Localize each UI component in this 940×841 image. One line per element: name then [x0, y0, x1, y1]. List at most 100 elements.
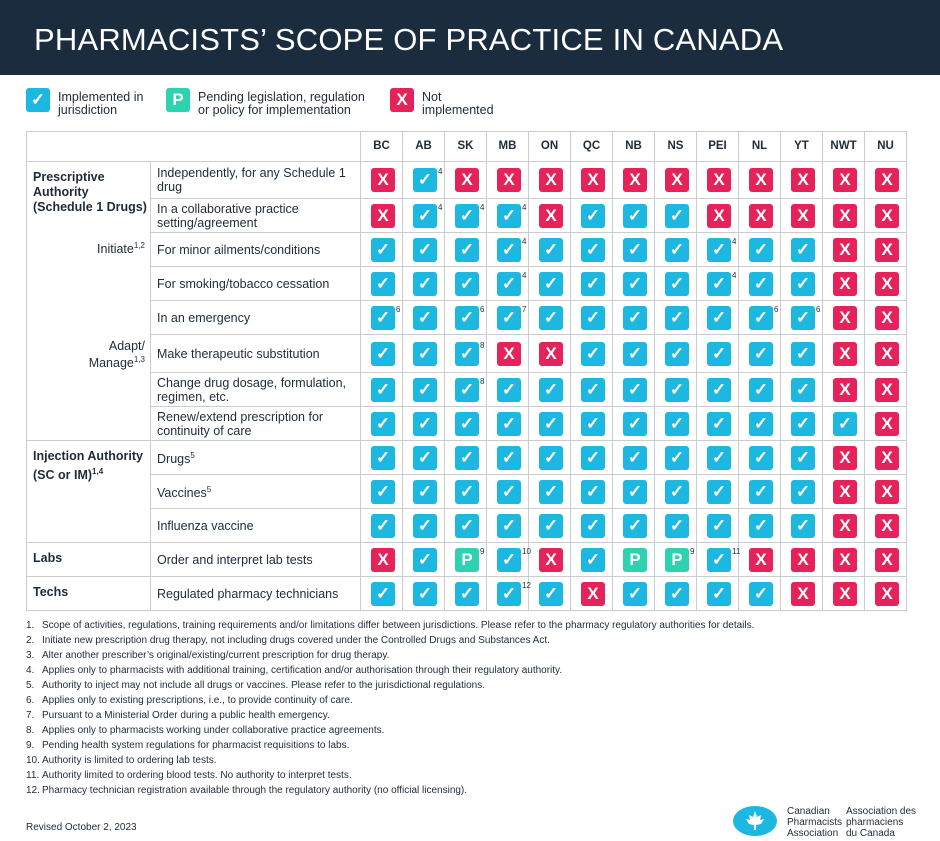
x-icon: X	[371, 204, 395, 228]
status-cell: ✓	[361, 475, 403, 509]
status-cell: X	[361, 199, 403, 233]
status-cell: ✓	[781, 267, 823, 301]
status-cell: X	[823, 199, 865, 233]
status-cell: ✓	[697, 335, 739, 373]
status-cell: X	[571, 162, 613, 199]
status-cell: ✓	[403, 373, 445, 407]
footnote-text: Alter another prescriber’s original/exis…	[42, 650, 390, 661]
check-icon: ✓	[26, 88, 50, 112]
check-icon: ✓	[371, 342, 395, 366]
status-cell: ✓	[655, 577, 697, 611]
check-icon: ✓	[665, 238, 689, 262]
status-cell: ✓	[487, 441, 529, 475]
check-icon: ✓	[371, 238, 395, 262]
status-cell: ✓	[781, 335, 823, 373]
status-cell: ✓	[655, 509, 697, 543]
check-icon: ✓	[791, 378, 815, 402]
status-cell: ✓	[403, 577, 445, 611]
check-icon: ✓	[581, 272, 605, 296]
status-cell: ✓	[613, 407, 655, 441]
footnote-ref: 4	[732, 271, 737, 280]
pending-icon: P	[166, 88, 190, 112]
check-icon: ✓	[707, 480, 731, 504]
footnote-ref: 6	[816, 305, 821, 314]
check-icon: ✓	[623, 582, 647, 606]
check-icon: ✓	[539, 306, 563, 330]
footnote-ref: 11	[732, 547, 741, 556]
status-cell: ✓	[571, 233, 613, 267]
check-icon: ✓	[581, 514, 605, 538]
x-icon: X	[833, 548, 857, 572]
category-label: Injection Authority (SC or IM)1,4	[27, 441, 151, 543]
check-icon: ✓	[413, 514, 437, 538]
footnote-text: Authority to inject may not include all …	[42, 680, 486, 691]
x-icon: X	[875, 514, 899, 538]
footnote: 6. Applies only to existing prescriptions…	[26, 693, 754, 708]
footnote-number: 6.	[26, 695, 35, 706]
footnote-ref: 4	[732, 237, 737, 246]
status-cell: ✓	[613, 509, 655, 543]
check-icon: ✓	[707, 342, 731, 366]
footnote-text: Authority is limited to ordering lab tes…	[42, 755, 217, 766]
status-cell: ✓ 4	[445, 199, 487, 233]
check-icon: ✓	[623, 446, 647, 470]
status-cell: X	[823, 543, 865, 577]
footnote: 7. Pursuant to a Ministerial Order during…	[26, 708, 754, 723]
status-cell: X	[823, 162, 865, 199]
check-icon: ✓	[707, 306, 731, 330]
status-cell: ✓	[445, 577, 487, 611]
x-icon: X	[833, 204, 857, 228]
status-cell: ✓	[781, 373, 823, 407]
status-cell: X	[823, 475, 865, 509]
status-cell: ✓	[739, 335, 781, 373]
status-cell: ✓	[403, 267, 445, 301]
status-cell: ✓	[697, 441, 739, 475]
status-cell: ✓	[571, 475, 613, 509]
footnote-ref: 9	[480, 547, 485, 556]
check-icon: ✓	[539, 514, 563, 538]
check-icon: ✓	[497, 548, 521, 572]
status-cell: ✓	[403, 475, 445, 509]
check-icon: ✓	[581, 480, 605, 504]
status-cell: X	[823, 577, 865, 611]
status-cell: X	[529, 335, 571, 373]
column-header: YT	[781, 132, 823, 162]
column-header: MB	[487, 132, 529, 162]
status-cell: ✓ 11	[697, 543, 741, 577]
check-icon: ✓	[791, 272, 815, 296]
check-icon: ✓	[413, 272, 437, 296]
status-cell: ✓ 4	[403, 199, 445, 233]
check-icon: ✓	[665, 412, 689, 436]
footnote-ref: 4	[480, 203, 485, 212]
column-header: SK	[445, 132, 487, 162]
x-icon: X	[833, 238, 857, 262]
check-icon: ✓	[791, 306, 815, 330]
x-icon: X	[833, 446, 857, 470]
footnote-ref: 10	[522, 547, 531, 556]
status-cell: X	[781, 577, 823, 611]
check-icon: ✓	[707, 582, 731, 606]
status-cell: ✓	[655, 199, 697, 233]
row-label-text: For minor ailments/conditions	[157, 242, 321, 257]
status-cell: ✓	[781, 441, 823, 475]
row-label-text: Order and interpret lab tests	[157, 552, 313, 567]
footnote-ref: 6	[774, 305, 779, 314]
row-label-text: Regulated pharmacy technicians	[157, 586, 339, 601]
status-cell: ✓	[529, 407, 571, 441]
status-cell: X	[823, 267, 865, 301]
status-cell: ✓	[655, 475, 697, 509]
check-icon: ✓	[371, 480, 395, 504]
check-icon: ✓	[581, 306, 605, 330]
check-icon: ✓	[413, 306, 437, 330]
status-cell: ✓	[571, 509, 613, 543]
column-header: NS	[655, 132, 697, 162]
status-cell: ✓	[739, 267, 781, 301]
footnote-number: 11.	[26, 770, 40, 781]
check-icon: ✓	[707, 378, 731, 402]
status-cell: X	[823, 373, 865, 407]
x-icon: X	[707, 168, 731, 192]
check-icon: ✓	[371, 582, 395, 606]
status-cell: ✓	[529, 233, 571, 267]
row-label: For smoking/tobacco cessation	[151, 267, 361, 301]
check-icon: ✓	[455, 412, 479, 436]
